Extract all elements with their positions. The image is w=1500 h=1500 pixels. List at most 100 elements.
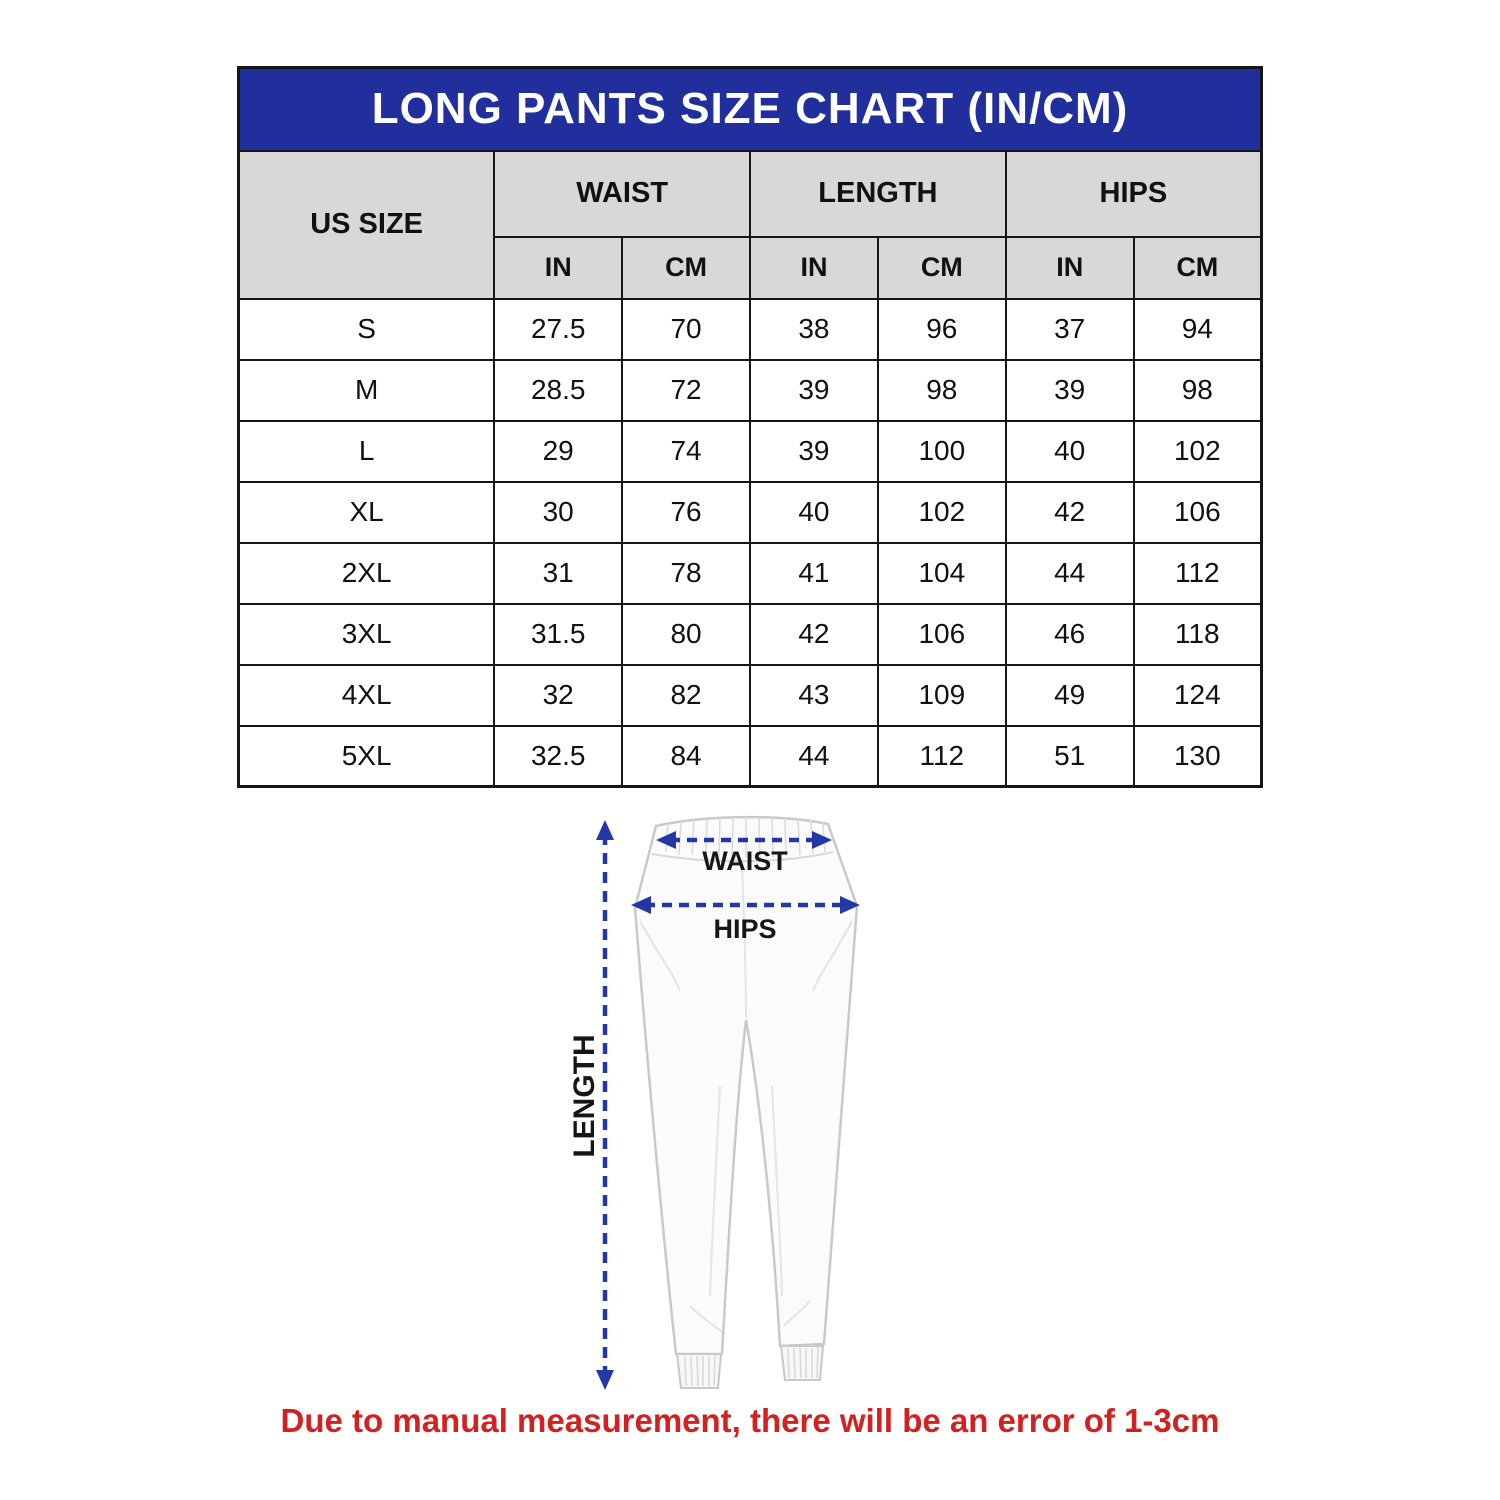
value-cell: 102 bbox=[876, 480, 1007, 544]
value-cell: 124 bbox=[1132, 663, 1263, 727]
value-cell: 106 bbox=[876, 602, 1007, 666]
value-cell: 109 bbox=[876, 663, 1007, 727]
value-cell: 118 bbox=[1132, 602, 1263, 666]
hips-group-header: HIPS bbox=[1004, 149, 1263, 238]
value-cell: 112 bbox=[1132, 541, 1263, 605]
size-cell: 4XL bbox=[237, 663, 496, 727]
value-cell: 70 bbox=[621, 297, 751, 361]
value-cell: 43 bbox=[749, 663, 879, 727]
unit-header: CM bbox=[876, 235, 1007, 300]
value-cell: 74 bbox=[621, 419, 751, 483]
hips-arrow bbox=[631, 896, 860, 914]
arrowhead-down bbox=[596, 1370, 614, 1390]
chart-title: LONG PANTS SIZE CHART (IN/CM) bbox=[237, 66, 1263, 152]
size-table-body: S 27.5 70 38 96 37 94 M 28.5 72 39 98 39 98 L 29 74… bbox=[237, 297, 1263, 788]
length-label: LENGTH bbox=[568, 1034, 601, 1157]
value-cell: 100 bbox=[876, 419, 1007, 483]
size-cell: S bbox=[237, 297, 496, 361]
size-cell: 3XL bbox=[237, 602, 496, 666]
size-chart-table: LONG PANTS SIZE CHART (IN/CM) US SIZE WA… bbox=[237, 66, 1263, 788]
arrowhead-up bbox=[596, 820, 614, 840]
unit-header: IN bbox=[493, 235, 624, 300]
left-cuff bbox=[675, 1353, 723, 1389]
pants-measurement-diagram: WAIST HIPS LENGTH bbox=[568, 815, 860, 1390]
value-cell: 42 bbox=[749, 602, 879, 666]
value-cell: 76 bbox=[621, 480, 751, 544]
table-row: 5XL 32.5 84 44 112 51 130 bbox=[237, 724, 1263, 788]
size-cell: XL bbox=[237, 480, 496, 544]
value-cell: 32 bbox=[493, 663, 624, 727]
value-cell: 44 bbox=[1004, 541, 1135, 605]
arrowhead-left bbox=[656, 831, 676, 849]
value-cell: 30 bbox=[493, 480, 624, 544]
value-cell: 78 bbox=[621, 541, 751, 605]
value-cell: 72 bbox=[621, 358, 751, 422]
value-cell: 94 bbox=[1132, 297, 1263, 361]
footnote: Due to manual measurement, there will be… bbox=[280, 1402, 1220, 1439]
value-cell: 44 bbox=[749, 724, 879, 788]
value-cell: 130 bbox=[1132, 724, 1263, 788]
value-cell: 98 bbox=[1132, 358, 1263, 422]
waist-arrow bbox=[656, 831, 832, 849]
unit-header-row: IN CM IN CM IN CM bbox=[239, 235, 1263, 300]
unit-header: CM bbox=[621, 235, 751, 300]
value-cell: 42 bbox=[1004, 480, 1135, 544]
value-cell: 96 bbox=[876, 297, 1007, 361]
value-cell: 40 bbox=[1004, 419, 1135, 483]
size-cell: 2XL bbox=[237, 541, 496, 605]
value-cell: 38 bbox=[749, 297, 879, 361]
value-cell: 51 bbox=[1004, 724, 1135, 788]
waist-label: WAIST bbox=[702, 846, 788, 876]
unit-header: IN bbox=[749, 235, 879, 300]
value-cell: 40 bbox=[749, 480, 879, 544]
value-cell: 29 bbox=[493, 419, 624, 483]
table-row: S 27.5 70 38 96 37 94 bbox=[237, 297, 1263, 361]
table-row: L 29 74 39 100 40 102 bbox=[237, 419, 1263, 483]
value-cell: 27.5 bbox=[493, 297, 624, 361]
hips-label: HIPS bbox=[713, 914, 776, 944]
arrowhead-left bbox=[631, 896, 651, 914]
us-size-header: US SIZE bbox=[237, 149, 496, 300]
unit-header: CM bbox=[1132, 235, 1263, 300]
arrowhead-right bbox=[840, 896, 860, 914]
value-cell: 39 bbox=[749, 419, 879, 483]
value-cell: 28.5 bbox=[493, 358, 624, 422]
size-cell: 5XL bbox=[237, 724, 496, 788]
waist-group-header: WAIST bbox=[493, 149, 751, 238]
size-cell: M bbox=[237, 358, 496, 422]
arrowhead-right bbox=[812, 831, 832, 849]
value-cell: 104 bbox=[876, 541, 1007, 605]
value-cell: 82 bbox=[621, 663, 751, 727]
table-row: 2XL 31 78 41 104 44 112 bbox=[237, 541, 1263, 605]
length-arrow bbox=[596, 820, 614, 1390]
value-cell: 39 bbox=[1004, 358, 1135, 422]
unit-header: IN bbox=[1004, 235, 1135, 300]
waistband-seam bbox=[651, 851, 834, 863]
seam-lines bbox=[639, 863, 853, 1333]
right-cuff bbox=[779, 1345, 825, 1381]
value-cell: 32.5 bbox=[493, 724, 624, 788]
value-cell: 39 bbox=[749, 358, 879, 422]
length-group-header: LENGTH bbox=[749, 149, 1007, 238]
value-cell: 106 bbox=[1132, 480, 1263, 544]
value-cell: 49 bbox=[1004, 663, 1135, 727]
table-row: 3XL 31.5 80 42 106 46 118 bbox=[237, 602, 1263, 666]
chart-title-row: LONG PANTS SIZE CHART (IN/CM) bbox=[237, 66, 1263, 152]
table-row: 4XL 32 82 43 109 49 124 bbox=[237, 663, 1263, 727]
value-cell: 31 bbox=[493, 541, 624, 605]
value-cell: 84 bbox=[621, 724, 751, 788]
pants-illustration bbox=[633, 815, 859, 1389]
value-cell: 102 bbox=[1132, 419, 1263, 483]
value-cell: 31.5 bbox=[493, 602, 624, 666]
value-cell: 98 bbox=[876, 358, 1007, 422]
value-cell: 80 bbox=[621, 602, 751, 666]
value-cell: 41 bbox=[749, 541, 879, 605]
pants-body bbox=[633, 815, 859, 1356]
table-row: M 28.5 72 39 98 39 98 bbox=[237, 358, 1263, 422]
value-cell: 37 bbox=[1004, 297, 1135, 361]
group-header-row: US SIZE WAIST LENGTH HIPS bbox=[237, 149, 1263, 300]
size-cell: L bbox=[237, 419, 496, 483]
value-cell: 112 bbox=[876, 724, 1007, 788]
table-row: XL 30 76 40 102 42 106 bbox=[237, 480, 1263, 544]
